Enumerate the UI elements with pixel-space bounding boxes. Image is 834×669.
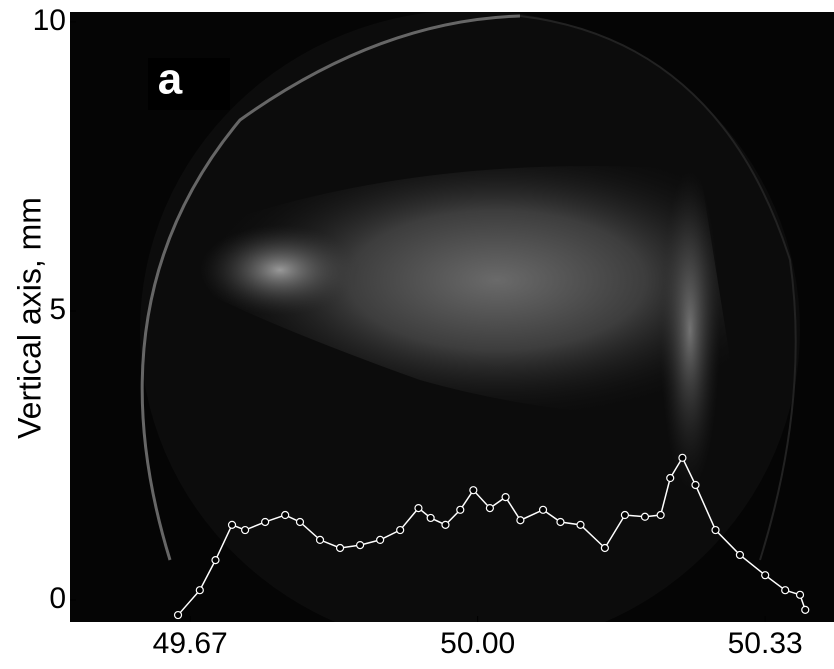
x-tick-label: 49.67 [153, 627, 228, 660]
profile-point [376, 535, 385, 544]
panel-label: a [158, 55, 183, 104]
profile-point [441, 520, 450, 529]
profile-point [761, 571, 770, 580]
profile-point [691, 480, 700, 490]
profile-point [620, 510, 630, 520]
profile-point [414, 503, 423, 513]
y-tick-label: 5 [49, 293, 66, 326]
profile-point [456, 505, 465, 514]
profile-point [678, 453, 687, 462]
profile-point [195, 586, 204, 595]
profile-point [576, 520, 585, 529]
y-axis-label: Vertical axis, mm [11, 197, 47, 439]
profile-point [666, 473, 675, 483]
y-tick-label: 0 [49, 582, 66, 615]
profile-point [656, 510, 665, 520]
profile-point [426, 513, 435, 523]
profile-point [735, 550, 745, 560]
profile-point [355, 540, 365, 550]
profile-point [516, 516, 525, 525]
profile-point [396, 525, 405, 535]
label-box [148, 58, 230, 110]
profile-point [469, 486, 478, 495]
profile-point [501, 493, 510, 502]
profile-point [711, 525, 720, 535]
profile-point [261, 517, 270, 527]
profile-point [485, 503, 494, 513]
profile-point [281, 510, 290, 520]
profile-point [801, 605, 810, 614]
profile-point [241, 525, 250, 535]
profile-point [173, 610, 183, 620]
profile-point [556, 517, 565, 527]
profile-point [640, 512, 650, 521]
profile-point [227, 520, 237, 529]
x-tick-label: 50.33 [728, 627, 803, 660]
profile-point [795, 590, 805, 599]
y-tick-label: 10 [33, 4, 66, 37]
profile-point [295, 517, 305, 527]
profile-point [781, 586, 790, 595]
profile-point [211, 556, 220, 565]
profile-point [538, 505, 548, 514]
profile-point [315, 535, 325, 544]
image-background [70, 12, 834, 622]
profile-point [600, 543, 609, 553]
profile-point [335, 543, 345, 553]
x-tick-label: 50.00 [440, 627, 515, 660]
